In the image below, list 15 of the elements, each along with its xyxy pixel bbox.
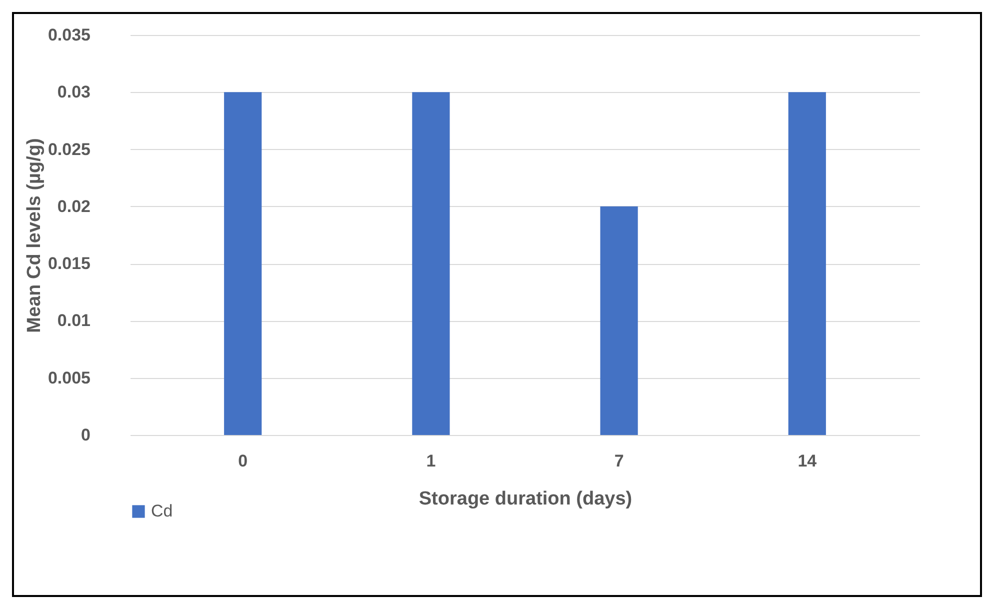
y-tick-label: 0.025 — [48, 140, 90, 159]
y-tick-label: 0 — [81, 426, 90, 444]
x-tick-label: 14 — [798, 452, 818, 470]
y-tick-label: 0.03 — [57, 82, 90, 102]
x-tick-label: 1 — [426, 452, 436, 470]
y-tick-label: 0.01 — [57, 311, 90, 330]
y-axis-title: Mean Cd levels (µg/g) — [24, 138, 45, 333]
x-tick-label: 0 — [238, 452, 248, 470]
y-tick-label: 0.035 — [48, 26, 90, 44]
legend-label: Cd — [151, 502, 173, 520]
x-axis-title: Storage duration (days) — [418, 488, 632, 510]
y-tick-label: 0.015 — [48, 254, 90, 274]
x-tick-label: 7 — [614, 452, 624, 470]
y-tick-label: 0.005 — [48, 368, 90, 388]
y-tick-label: 0.02 — [57, 196, 90, 216]
